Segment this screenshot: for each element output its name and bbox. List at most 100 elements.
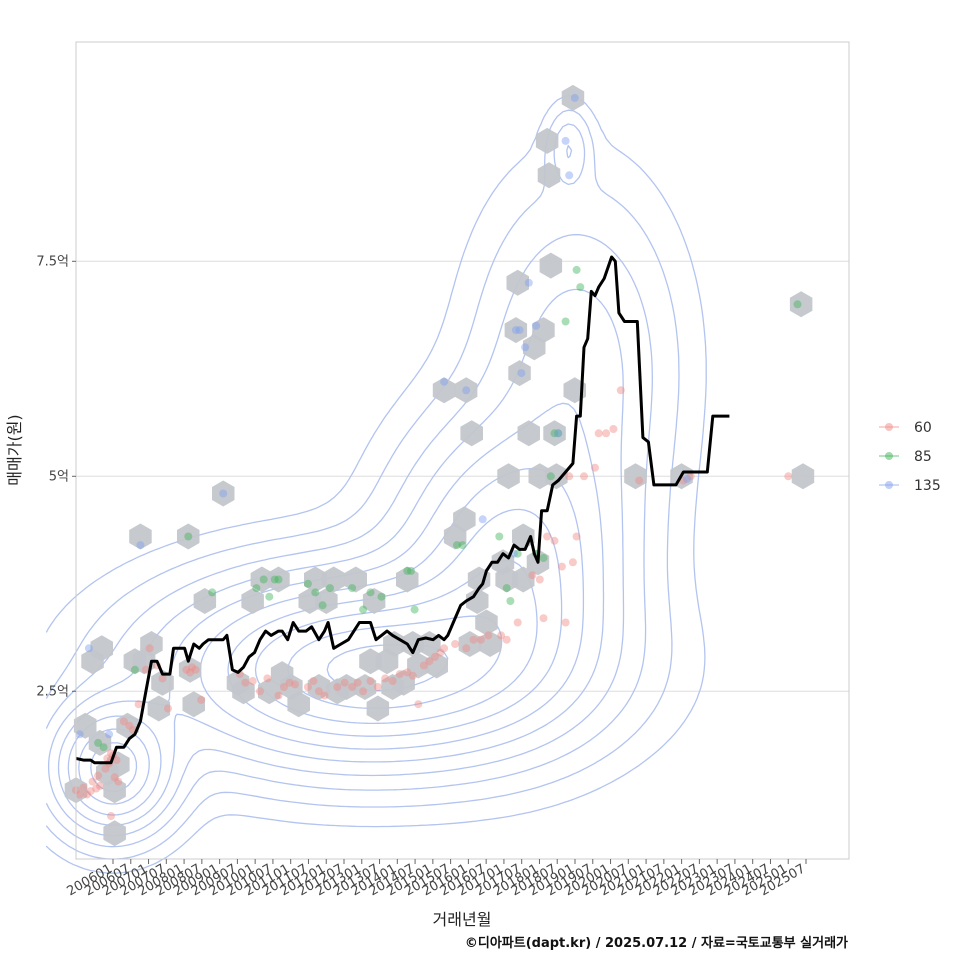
hexbin-46 xyxy=(396,566,419,593)
point-60-63 xyxy=(451,640,460,648)
point-60-58 xyxy=(419,661,428,670)
hexbin-60 xyxy=(478,631,502,657)
point-60-27 xyxy=(182,665,191,674)
point-60-72 xyxy=(535,575,544,584)
point-60-52 xyxy=(381,674,390,683)
point-60-47 xyxy=(348,683,357,691)
point-135-11 xyxy=(517,369,526,378)
point-60-61 xyxy=(436,648,445,657)
hexbin-34 xyxy=(322,566,345,593)
point-60-15 xyxy=(112,756,121,765)
hexbin-78 xyxy=(545,463,568,490)
point-135-4 xyxy=(219,489,228,498)
point-85-26 xyxy=(513,549,522,558)
hexbin-41 xyxy=(366,695,390,722)
point-60-85 xyxy=(609,425,618,433)
point-85-24 xyxy=(502,584,511,593)
hexbin-48 xyxy=(407,652,430,679)
point-135-9 xyxy=(511,326,520,335)
point-60-8 xyxy=(95,781,104,790)
hexbin-38 xyxy=(353,674,377,700)
y-tick-label-2: 7.5억 xyxy=(36,254,69,269)
density-contour-5 xyxy=(67,467,585,816)
legend-label-85: 85 xyxy=(914,449,932,465)
hexbin-33 xyxy=(315,588,338,614)
point-60-46 xyxy=(340,678,349,687)
point-85-20 xyxy=(410,605,419,614)
hexbin-75 xyxy=(537,162,561,189)
point-60-56 xyxy=(408,671,417,680)
plot-panel-frame xyxy=(75,41,850,860)
point-60-36 xyxy=(263,674,272,683)
hexbin-40 xyxy=(362,588,386,614)
point-85-31 xyxy=(554,429,563,438)
point-60-54 xyxy=(395,670,404,679)
point-60-38 xyxy=(280,683,288,691)
point-60-4 xyxy=(86,787,95,796)
point-60-22 xyxy=(141,665,150,674)
point-85-30 xyxy=(550,429,559,438)
hexbin-76 xyxy=(539,252,563,279)
point-60-81 xyxy=(580,472,588,481)
point-60-71 xyxy=(528,571,537,580)
point-60-65 xyxy=(469,635,478,644)
legend-label-60: 60 xyxy=(914,420,932,436)
hexbin-9 xyxy=(116,712,139,739)
point-135-18 xyxy=(570,93,579,102)
hexbin-4 xyxy=(88,729,112,756)
gridlines xyxy=(76,260,849,692)
point-60-17 xyxy=(107,812,115,820)
point-60-62 xyxy=(440,644,449,653)
point-85-1 xyxy=(99,743,108,752)
point-60-25 xyxy=(158,674,167,683)
point-60-90 xyxy=(784,472,793,481)
point-85-28 xyxy=(539,554,548,562)
hexbin-50 xyxy=(425,652,448,679)
point-60-2 xyxy=(79,783,88,792)
density-contour-4 xyxy=(57,402,605,826)
point-85-33 xyxy=(572,265,581,274)
point-60-76 xyxy=(557,562,566,571)
point-60-74 xyxy=(543,532,552,541)
point-85-5 xyxy=(252,584,261,593)
hexbin-73 xyxy=(532,317,555,344)
hexbin-25 xyxy=(258,678,281,705)
point-135-10 xyxy=(515,326,524,335)
point-60-26 xyxy=(164,704,172,713)
point-85-35 xyxy=(793,300,802,309)
point-60-19 xyxy=(125,721,134,730)
point-60-89 xyxy=(686,472,695,481)
hexbin-63 xyxy=(497,463,520,490)
point-60-10 xyxy=(103,754,112,763)
point-60-53 xyxy=(388,677,397,685)
y-axis: 2.5억 5억 7.5억 xyxy=(36,254,76,699)
point-135-15 xyxy=(554,429,563,438)
point-135-16 xyxy=(561,136,570,145)
point-85-11 xyxy=(311,588,320,597)
point-60-45 xyxy=(333,683,342,691)
hexbin-59 xyxy=(475,609,498,636)
point-135-2 xyxy=(105,730,114,739)
point-135-17 xyxy=(565,171,574,180)
hexbin-23 xyxy=(241,588,264,614)
point-60-48 xyxy=(353,678,362,687)
point-60-39 xyxy=(285,678,294,687)
point-60-87 xyxy=(635,476,644,485)
point-60-33 xyxy=(241,678,250,687)
point-60-21 xyxy=(134,700,143,709)
hexbin-56 xyxy=(460,420,483,447)
point-60-6 xyxy=(92,784,101,793)
point-60-75 xyxy=(550,536,559,545)
point-60-78 xyxy=(565,472,574,481)
point-60-43 xyxy=(314,687,323,696)
point-60-80 xyxy=(572,532,581,541)
point-135-5 xyxy=(440,377,449,386)
hexbin-36 xyxy=(335,674,358,700)
point-60-16 xyxy=(114,777,123,786)
point-60-3 xyxy=(83,790,91,799)
point-85-15 xyxy=(359,605,368,614)
hexbin-45 xyxy=(392,669,415,696)
legend-marker-60 xyxy=(885,423,893,431)
hexbin-19 xyxy=(193,588,217,614)
point-60-5 xyxy=(88,777,97,786)
